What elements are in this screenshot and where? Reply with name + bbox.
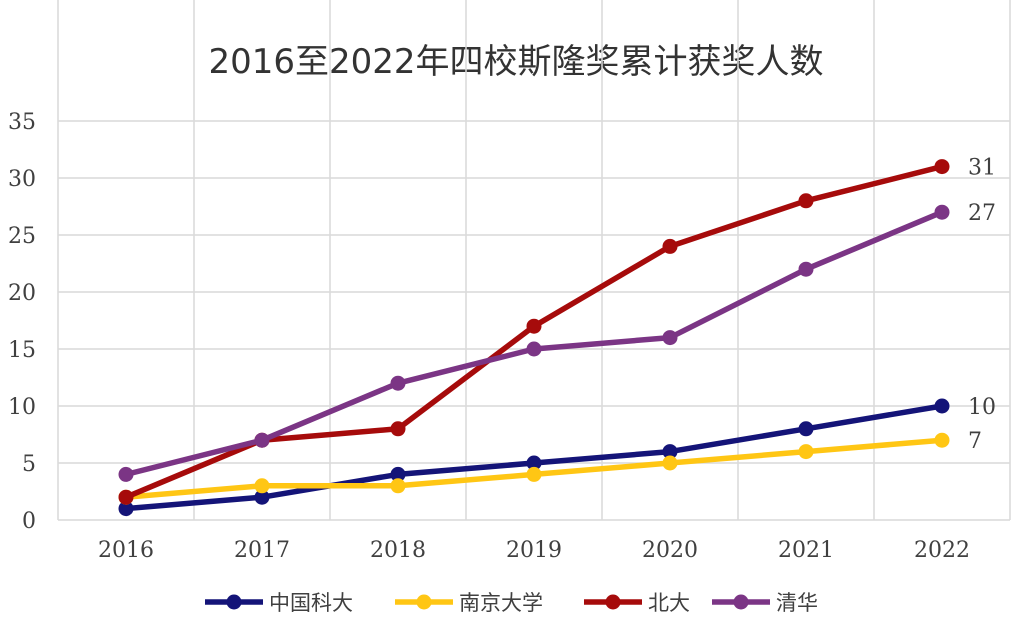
legend-label: 清华 bbox=[776, 591, 818, 615]
data-point bbox=[390, 478, 406, 494]
data-point bbox=[662, 455, 678, 471]
chart-title: 2016至2022年四校斯隆奖累计获奖人数 bbox=[208, 42, 823, 82]
y-tick-label: 35 bbox=[8, 110, 36, 135]
data-point bbox=[526, 318, 542, 334]
legend: 中国科大 南京大学 北大 清华 bbox=[205, 591, 818, 615]
y-tick-label: 20 bbox=[8, 281, 36, 306]
data-point bbox=[662, 238, 678, 254]
x-tick-label: 2019 bbox=[506, 538, 562, 563]
x-tick-label: 2016 bbox=[98, 538, 154, 563]
data-point bbox=[526, 341, 542, 357]
y-tick-label: 0 bbox=[22, 509, 36, 534]
data-point bbox=[118, 466, 134, 482]
y-tick-label: 10 bbox=[8, 395, 36, 420]
data-point bbox=[526, 455, 542, 471]
y-tick-label: 30 bbox=[8, 167, 36, 192]
data-point bbox=[934, 159, 950, 175]
legend-marker bbox=[416, 594, 432, 610]
y-axis-ticks: 0 5 10 15 20 25 30 35 bbox=[8, 110, 36, 534]
data-point bbox=[118, 501, 134, 517]
data-point bbox=[934, 398, 950, 414]
legend-item: 北大 bbox=[584, 591, 690, 615]
grid bbox=[57, 0, 1011, 521]
end-label: 31 bbox=[968, 156, 996, 181]
data-point bbox=[390, 421, 406, 437]
data-point bbox=[798, 444, 814, 460]
legend-item: 清华 bbox=[712, 591, 818, 615]
end-label: 7 bbox=[968, 429, 982, 454]
data-point bbox=[526, 466, 542, 482]
legend-label: 南京大学 bbox=[459, 591, 543, 615]
data-point bbox=[254, 432, 270, 448]
y-tick-label: 25 bbox=[8, 224, 36, 249]
legend-item: 南京大学 bbox=[395, 591, 543, 615]
end-label: 27 bbox=[968, 201, 996, 226]
legend-marker bbox=[605, 594, 621, 610]
data-point bbox=[254, 489, 270, 505]
data-point bbox=[390, 466, 406, 482]
x-tick-label: 2018 bbox=[370, 538, 426, 563]
x-tick-label: 2020 bbox=[642, 538, 698, 563]
legend-marker bbox=[733, 594, 749, 610]
data-point bbox=[798, 421, 814, 437]
data-point bbox=[254, 478, 270, 494]
x-tick-label: 2022 bbox=[914, 538, 970, 563]
x-axis-ticks: 2016 2017 2018 2019 2020 2021 2022 bbox=[98, 538, 970, 563]
end-labels: 10 7 31 27 bbox=[968, 156, 996, 455]
data-point bbox=[934, 204, 950, 220]
data-point bbox=[798, 261, 814, 277]
y-tick-label: 5 bbox=[22, 452, 36, 477]
legend-marker bbox=[226, 594, 242, 610]
series-中国科大 bbox=[118, 398, 950, 517]
series-北大 bbox=[118, 159, 950, 505]
data-point bbox=[798, 193, 814, 209]
series-清华 bbox=[118, 204, 950, 482]
legend-item: 中国科大 bbox=[205, 591, 353, 615]
legend-label: 北大 bbox=[648, 591, 690, 615]
data-point bbox=[662, 330, 678, 346]
data-point bbox=[390, 375, 406, 391]
x-tick-label: 2021 bbox=[778, 538, 834, 563]
data-point bbox=[662, 444, 678, 460]
x-tick-label: 2017 bbox=[234, 538, 290, 563]
data-point bbox=[118, 489, 134, 505]
series-lines bbox=[118, 159, 950, 517]
y-tick-label: 15 bbox=[8, 338, 36, 363]
end-label: 10 bbox=[968, 395, 996, 420]
data-point bbox=[934, 432, 950, 448]
legend-label: 中国科大 bbox=[269, 591, 353, 615]
